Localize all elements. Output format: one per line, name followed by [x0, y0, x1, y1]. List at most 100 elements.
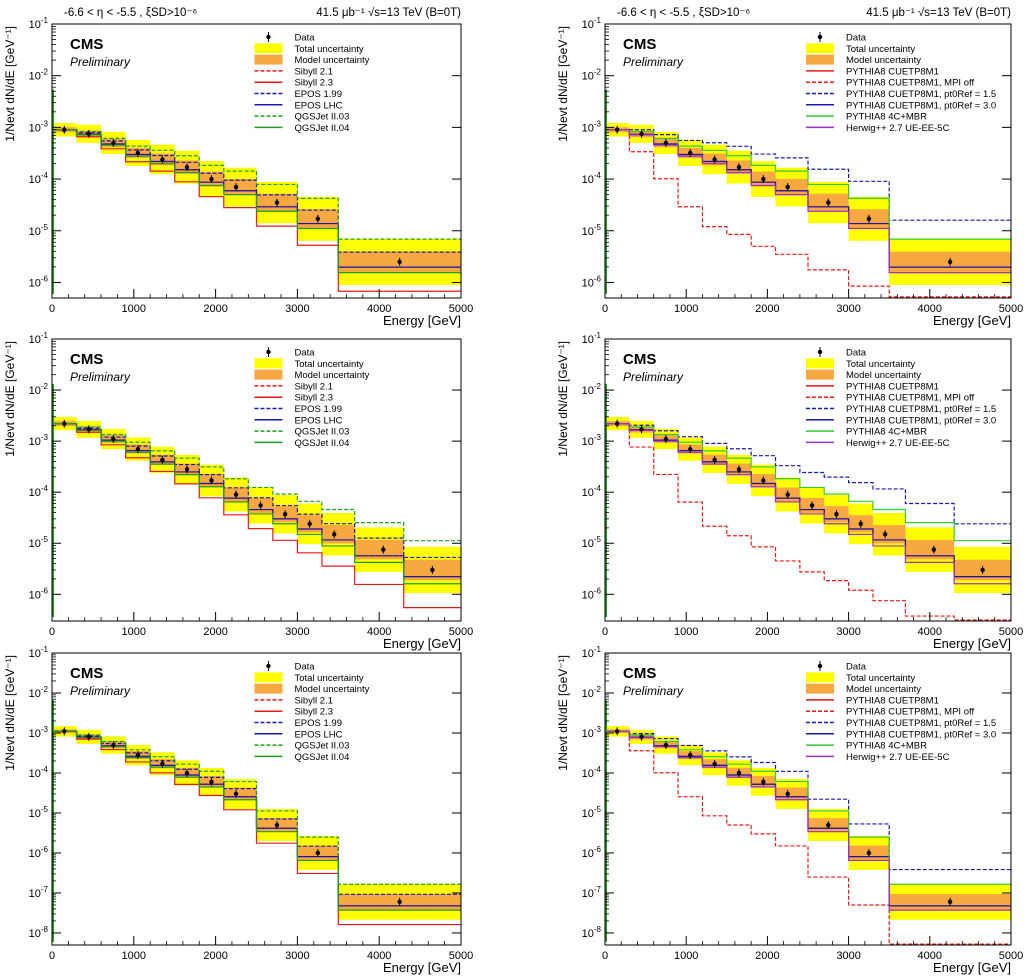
legend-entry: QGSJet II.03 [294, 427, 349, 438]
legend-entry: Data [294, 348, 315, 359]
legend-entry: Sibyll 2.1 [294, 66, 333, 77]
model-uncertainty-bin [775, 787, 808, 801]
cms-label: CMS [623, 665, 656, 682]
legend-entry: Model uncertainty [294, 370, 369, 381]
y-tick-label: 10-8 [29, 925, 49, 940]
data-point [86, 131, 92, 137]
y-tick-label: 10-1 [29, 16, 49, 31]
model-curve-qgsjet-ii-04 [52, 730, 461, 911]
legend-entry: EPOS LHC [294, 729, 342, 740]
y-tick-label: 10-2 [582, 685, 602, 700]
header-right-text: 41.5 μb⁻¹ √s=13 TeV (B=0T) [866, 6, 1011, 19]
legend-entry: PYTHIA8 CUETP8M1, pt0Ref = 3.0 [846, 100, 996, 111]
legend-entry: Sibyll 2.3 [294, 707, 333, 718]
x-tick-label: 2000 [755, 950, 779, 962]
data-point [663, 742, 669, 748]
y-axis-label: 1/Nevt dN/dE [GeV⁻¹] [3, 26, 17, 142]
data-point [307, 521, 312, 527]
header-left-text: -6.6 < η < -5.5 , ξSD>10⁻⁶ [617, 7, 751, 19]
x-tick-label: 4000 [367, 303, 391, 315]
legend-entry: PYTHIA8 CUETP8M1, MPI off [846, 707, 974, 718]
x-tick-label: 3000 [285, 303, 309, 315]
data-point [233, 791, 239, 797]
chart-panel-5: 10-8 10-7 10-6 10-5 10-4 10-3 10-2 10-1 0 1000 200… [3, 645, 473, 975]
y-tick-label: 10-4 [29, 765, 49, 780]
y-tick-label: 10-4 [582, 765, 602, 780]
data-point [209, 176, 214, 182]
x-tick-label: 4000 [918, 950, 942, 962]
model-curve-herwig-2-7-ue-ee-5c [605, 129, 1011, 274]
x-axis-label: Energy [GeV] [933, 960, 1011, 975]
legend-entry: Sibyll 2.3 [294, 78, 333, 89]
x-tick-label: 1000 [674, 950, 698, 962]
plot-frame [604, 23, 1012, 299]
data-point [761, 478, 766, 483]
data-point [882, 532, 888, 537]
chart-panel-1: 10-6 10-5 10-4 10-3 10-2 10-1 0 1000 2000 3000 400… [3, 6, 473, 328]
x-tick-label: 2000 [203, 303, 227, 315]
model-uncertainty-bin [905, 539, 955, 560]
data-point [688, 752, 693, 758]
data-point [111, 436, 116, 442]
legend-entry: PYTHIA8 CUETP8M1, pt0Ref = 1.5 [846, 718, 996, 729]
chart-panel-3: 10-6 10-5 10-4 10-3 10-2 10-1 0 1000 2000 3000 400… [3, 331, 473, 651]
legend-entry: Sibyll 2.1 [294, 695, 333, 706]
data-point [712, 157, 717, 162]
legend-entry: Total uncertainty [294, 673, 363, 684]
legend-entry: PYTHIA8 CUETP8M1, pt0Ref = 1.5 [846, 404, 996, 415]
legend-entry: PYTHIA8 CUETP8M1, MPI off [846, 78, 974, 89]
x-axis-label: Energy [GeV] [383, 960, 461, 975]
x-tick-label: 0 [49, 303, 55, 315]
y-tick-label: 10-6 [582, 274, 602, 289]
legend-entry: PYTHIA8 CUETP8M1, pt0Ref = 3.0 [846, 415, 996, 426]
legend-entry: Data [846, 33, 867, 44]
x-tick-label: 4000 [918, 303, 942, 315]
x-tick-label: 2000 [203, 626, 227, 638]
legend-entry: PYTHIA8 CUETP8M1, pt0Ref = 1.5 [846, 89, 996, 100]
data-point [274, 200, 280, 205]
y-tick-label: 10-1 [29, 331, 49, 346]
data-point [639, 131, 644, 137]
legend-entry: Data [846, 662, 867, 673]
y-axis-label: 1/Nevt dN/dE [GeV⁻¹] [3, 341, 17, 457]
legend-entry: EPOS 1.99 [294, 404, 342, 415]
y-axis-label: 1/Nevt dN/dE [GeV⁻¹] [556, 655, 570, 771]
data-point [785, 791, 790, 797]
model-uncertainty-bin [775, 178, 808, 196]
preliminary-label: Preliminary [623, 370, 684, 384]
cms-label: CMS [623, 36, 656, 53]
data-point [980, 567, 985, 573]
data-point [315, 216, 321, 222]
x-tick-label: 5000 [999, 950, 1023, 962]
x-tick-label: 3000 [285, 950, 309, 962]
data-point [712, 457, 717, 463]
data-point [381, 547, 386, 552]
legend-entry: Herwig++ 2.7 UE-EE-5C [846, 752, 950, 763]
data-point [736, 770, 742, 776]
x-tick-label: 3000 [836, 303, 860, 315]
y-tick-label: 10-2 [582, 68, 602, 83]
data-point [785, 492, 790, 497]
data-point [86, 734, 92, 740]
y-tick-label: 10-2 [29, 685, 49, 700]
y-tick-label: 10-7 [582, 885, 602, 900]
data-point [712, 761, 717, 766]
data-point [62, 127, 67, 132]
chart-panel-4: 10-6 10-5 10-4 10-3 10-2 10-1 0 1000 2000 3000 400… [556, 331, 1023, 651]
model-curve-pythia8-cuetp8m1-pt0ref-1-5 [605, 730, 1011, 871]
data-point [135, 446, 141, 452]
data-point [826, 822, 831, 828]
legend-entry: PYTHIA8 4C+MBR [846, 741, 927, 752]
y-tick-label: 10-3 [582, 433, 602, 448]
legend-entry: Model uncertainty [846, 370, 921, 381]
x-tick-label: 2000 [203, 950, 227, 962]
y-tick-label: 10-5 [582, 223, 602, 238]
preliminary-label: Preliminary [623, 55, 684, 69]
y-tick-label: 10-5 [582, 805, 602, 820]
data-point [62, 421, 67, 426]
legend-entry: EPOS 1.99 [294, 89, 342, 100]
y-tick-label: 10-1 [29, 645, 49, 660]
model-curve-sibyll-2-3 [52, 423, 461, 609]
data-point [947, 259, 953, 265]
